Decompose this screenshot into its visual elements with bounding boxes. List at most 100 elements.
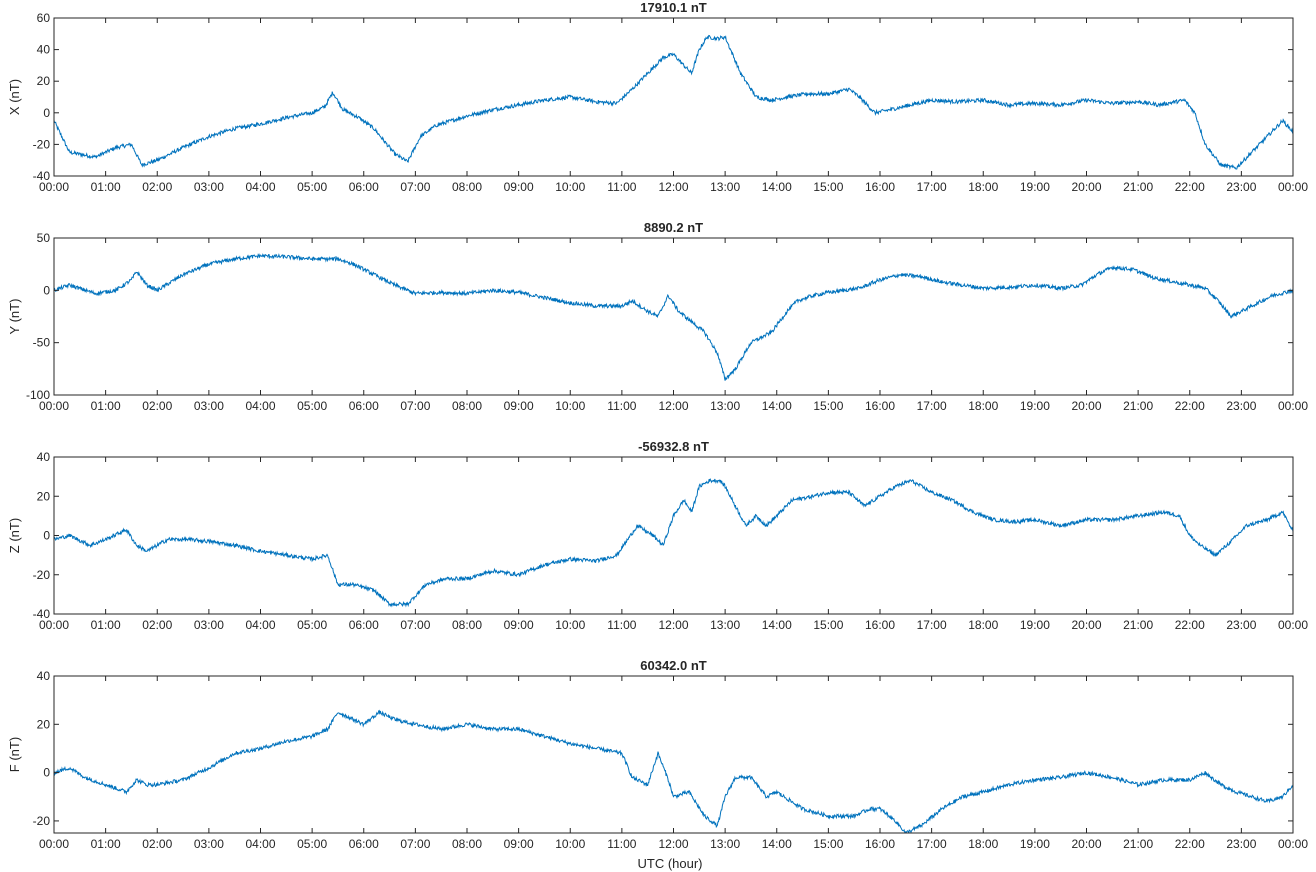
y-x-tick-label: 23:00 — [1226, 399, 1256, 413]
f-x-tick-label: 07:00 — [400, 837, 430, 851]
x-series-line — [54, 34, 1293, 171]
panel-f: 60342.0 nT F (nT) -20 0 20 40 00:00 01:00 02:00 0… — [7, 658, 1308, 851]
x-y-tick-label: 60 — [37, 11, 51, 25]
f-x-tick-label: 00:00 — [39, 837, 69, 851]
x-x-tick-label: 03:00 — [194, 180, 224, 194]
z-x-tick-label: 07:00 — [400, 618, 430, 632]
x-y-tick-label: 0 — [43, 106, 50, 120]
z-x-tick-label: 10:00 — [555, 618, 585, 632]
z-series-line — [54, 477, 1293, 608]
y-x-tick-label: 14:00 — [762, 399, 792, 413]
y-x-tick-label: 06:00 — [349, 399, 379, 413]
x-x-tick-label: 17:00 — [917, 180, 947, 194]
x-panel-title: 17910.1 nT — [640, 0, 707, 15]
y-x-tick-label: 10:00 — [555, 399, 585, 413]
x-x-tick-label: 05:00 — [297, 180, 327, 194]
x-y-axis-label: X (nT) — [7, 79, 22, 115]
z-x-tick-label: 22:00 — [1175, 618, 1205, 632]
x-x-tick-label: 06:00 — [349, 180, 379, 194]
f-x-tick-label: 02:00 — [142, 837, 172, 851]
f-y-axis-label: F (nT) — [7, 737, 22, 772]
y-y-tick-label: -100 — [26, 388, 50, 402]
z-y-tick-label: -20 — [33, 568, 51, 582]
x-x-tick-label: 00:00 — [39, 180, 69, 194]
z-panel-title: -56932.8 nT — [638, 439, 709, 454]
z-x-tick-label: 04:00 — [245, 618, 275, 632]
f-x-tick-label: 03:00 — [194, 837, 224, 851]
x-x-tick-label: 13:00 — [710, 180, 740, 194]
y-x-tick-label: 11:00 — [607, 399, 636, 413]
z-x-tick-label: 02:00 — [142, 618, 172, 632]
y-x-tick-label: 13:00 — [710, 399, 740, 413]
z-y-tick-label: 0 — [43, 529, 50, 543]
y-y-axis-label: Y (nT) — [7, 299, 22, 335]
x-y-tick-label: 40 — [37, 43, 51, 57]
y-x-tick-label: 03:00 — [194, 399, 224, 413]
f-y-tick-label: 20 — [37, 717, 51, 731]
x-x-tick-label: 11:00 — [607, 180, 636, 194]
f-x-tick-label: 22:00 — [1175, 837, 1205, 851]
f-series-line — [54, 709, 1293, 833]
x-x-tick-label: 08:00 — [452, 180, 482, 194]
y-x-tick-label: 21:00 — [1123, 399, 1153, 413]
f-y-tick-label: 40 — [37, 669, 51, 683]
z-x-tick-label: 06:00 — [349, 618, 379, 632]
x-y-tick-label: -20 — [33, 137, 51, 151]
y-x-tick-label: 00:00 — [39, 399, 69, 413]
y-y-tick-label: 0 — [43, 283, 50, 297]
x-y-tick-label: 20 — [37, 74, 51, 88]
z-x-tick-label: 18:00 — [968, 618, 998, 632]
x-x-tick-label: 01:00 — [91, 180, 121, 194]
x-x-tick-label: 04:00 — [245, 180, 275, 194]
z-x-tick-label: 09:00 — [504, 618, 534, 632]
f-x-tick-label: 13:00 — [710, 837, 740, 851]
f-x-tick-label: 19:00 — [1020, 837, 1050, 851]
panel-y: 8890.2 nT Y (nT) -100 -50 0 50 00:00 01:00 02:00… — [7, 220, 1308, 413]
x-x-tick-label: 19:00 — [1020, 180, 1050, 194]
f-x-tick-label: 06:00 — [349, 837, 379, 851]
f-x-tick-label: 04:00 — [245, 837, 275, 851]
f-x-tick-label: 01:00 — [91, 837, 121, 851]
z-x-tick-label: 11:00 — [607, 618, 636, 632]
f-x-tick-label: 10:00 — [555, 837, 585, 851]
f-x-tick-label: 12:00 — [658, 837, 688, 851]
y-x-tick-label: 16:00 — [865, 399, 895, 413]
z-y-axis-label: Z (nT) — [7, 518, 22, 553]
x-axis-label: UTC (hour) — [637, 856, 702, 871]
x-x-tick-label: 10:00 — [555, 180, 585, 194]
z-x-tick-label: 00:00 — [39, 618, 69, 632]
x-x-tick-label: 02:00 — [142, 180, 172, 194]
f-x-tick-label: 05:00 — [297, 837, 327, 851]
f-x-tick-label: 00:00 — [1278, 837, 1308, 851]
y-x-tick-label: 09:00 — [504, 399, 534, 413]
z-x-tick-label: 15:00 — [813, 618, 843, 632]
y-panel-title: 8890.2 nT — [644, 220, 703, 235]
f-x-tick-label: 14:00 — [762, 837, 792, 851]
y-x-tick-label: 05:00 — [297, 399, 327, 413]
y-x-tick-label: 07:00 — [400, 399, 430, 413]
x-x-tick-label: 21:00 — [1123, 180, 1153, 194]
y-x-tick-label: 15:00 — [813, 399, 843, 413]
f-x-tick-label: 21:00 — [1123, 837, 1153, 851]
x-x-tick-label: 00:00 — [1278, 180, 1308, 194]
z-x-tick-label: 01:00 — [91, 618, 121, 632]
z-y-tick-label: 20 — [37, 489, 51, 503]
x-x-tick-label: 18:00 — [968, 180, 998, 194]
y-x-tick-label: 02:00 — [142, 399, 172, 413]
f-x-tick-label: 16:00 — [865, 837, 895, 851]
x-x-tick-label: 15:00 — [813, 180, 843, 194]
y-x-tick-label: 17:00 — [917, 399, 947, 413]
z-x-tick-label: 20:00 — [1071, 618, 1101, 632]
x-x-tick-label: 09:00 — [504, 180, 534, 194]
y-x-tick-label: 08:00 — [452, 399, 482, 413]
f-x-tick-label: 23:00 — [1226, 837, 1256, 851]
y-series-line — [54, 253, 1293, 381]
f-panel-title: 60342.0 nT — [640, 658, 707, 673]
z-y-tick-label: 40 — [37, 450, 51, 464]
x-x-tick-label: 20:00 — [1071, 180, 1101, 194]
f-x-tick-label: 11:00 — [607, 837, 636, 851]
f-x-tick-label: 17:00 — [917, 837, 947, 851]
panel-z: -56932.8 nT Z (nT) -40 -20 0 20 40 00:00 01:00 02… — [7, 439, 1308, 632]
f-x-tick-label: 15:00 — [813, 837, 843, 851]
z-x-tick-label: 17:00 — [917, 618, 947, 632]
